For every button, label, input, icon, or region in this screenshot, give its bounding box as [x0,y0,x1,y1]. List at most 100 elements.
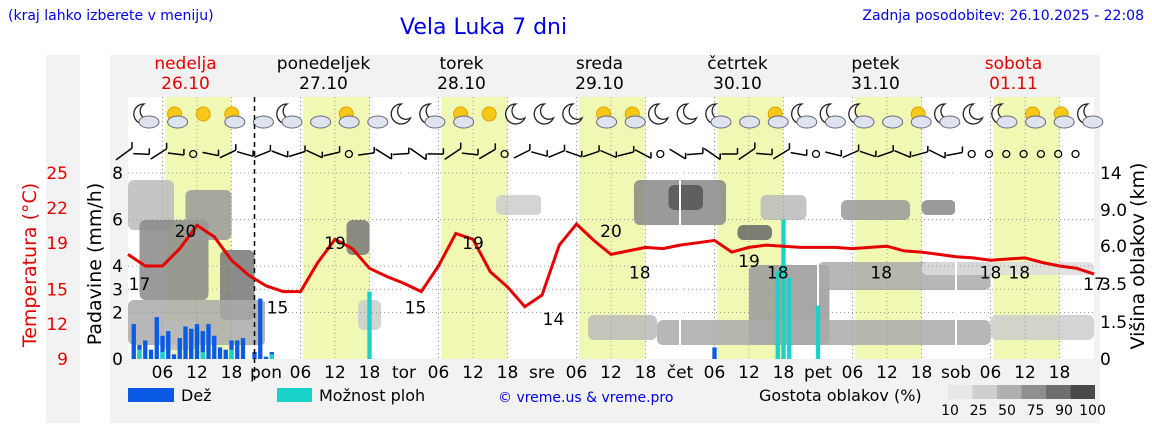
cloud-patch [346,220,370,255]
calm-wind-icon [811,149,821,159]
daylight-band [855,97,922,359]
rain-bar [189,328,194,359]
cloud-legend-label: Gostota oblakov (%) [759,386,922,405]
cloud-icon [767,115,789,129]
moon-icon [562,103,584,125]
day-date: 28.10 [437,74,486,94]
wind-barb-icon [150,148,168,160]
rain-bar [206,324,211,359]
day-date: 31.10 [851,74,900,94]
wind-barb-icon [115,147,133,161]
wind-barb-icon [133,152,150,156]
wind-barb-icon [842,149,859,159]
temperature-tick: 22 [46,199,68,219]
sun-icon [481,106,497,122]
wind-barb-icon [478,148,496,160]
cloud-legend-level: 50 [998,403,1016,419]
grid [128,97,1094,359]
cloud-patch [162,320,197,350]
moon-icon [533,103,555,125]
cloud-icon [310,115,332,129]
cloud-patch [737,225,772,240]
rain-bar [263,356,269,359]
wind-barb-icon [790,151,807,157]
x-tick-label: 12 [1014,363,1036,383]
precipitation-tick: 3 [112,280,123,300]
sun-cloud-icon [1025,106,1047,129]
rain-bar [217,347,223,359]
wind-barb-icon [392,152,409,156]
day-name: ponedeljek [277,54,371,74]
calm-wind-icon [189,149,198,159]
x-tick-label: pon [250,363,282,383]
wind-barb-icon [669,148,686,160]
cloud-patch [760,195,807,220]
moon-icon [676,103,698,125]
day-date: 27.10 [299,74,348,94]
x-tick-label: tor [392,363,416,383]
rain-bar [183,326,188,359]
cloud-icon [710,115,732,129]
temperature-label: 18 [629,263,651,283]
showers-bar [367,291,372,359]
x-tick-label: 06 [290,363,312,383]
moon-icon [562,103,584,125]
wind-barb-icon [409,147,427,161]
x-tick-label: 12 [738,363,760,383]
showers-bar [229,349,234,359]
day-name: četrtek [707,54,768,74]
sun-cloud-icon [338,106,360,129]
cloud-icon [624,115,646,129]
precipitation-tick: 6 [112,211,123,231]
moon-icon [390,103,412,125]
cloud-icon [453,115,475,129]
rain-bar [252,352,257,359]
wind-barb-icon [773,148,790,160]
moon-icon [390,103,412,125]
sun-cloud-icon [1053,106,1075,129]
cloud-icon [167,115,189,129]
calm-wind-icon [1054,149,1063,159]
cloud-legend-level: 10 [941,403,959,419]
moon-cloud-icon [791,103,818,129]
temperature-line [127,221,1095,309]
temperature-label: 18 [1008,263,1030,283]
temperature-label: 19 [462,234,484,254]
rain-bar [258,298,263,359]
calm-wind-icon [1036,149,1046,159]
credit-link[interactable]: © vreme.us & vreme.pro [498,390,673,406]
rain-bar [177,338,182,359]
x-tick-label: 18 [635,363,657,383]
cloud-height-tick: 3.5 [1100,275,1127,295]
moon-cloud-icon [705,103,732,129]
x-tick-label: 18 [1049,363,1071,383]
left-panel-bg [46,55,80,423]
location-menu-hint[interactable]: (kraj lahko izberete v meniju) [8,8,214,24]
cloud-icon [367,115,389,129]
showers-bar [775,270,780,359]
temperature-label: 17 [1083,275,1105,295]
moon-icon [533,103,555,125]
calm-wind-icon [984,149,994,159]
x-tick-labels: 06 12 18 pon 06 12 18 tor 06 12 18 sre 06 12 18 čet 06 12… [152,363,1071,383]
cloud-icon [910,115,932,129]
cloud-legend-swatch [1070,385,1095,399]
day-date: 29.10 [575,74,624,94]
cloud-icon [224,115,246,129]
weather-icons [133,103,1104,129]
x-tick-label: 12 [324,363,346,383]
cloud-legend-swatch [972,385,997,399]
wind-barb-icon [358,152,375,156]
day-name: petek [851,54,899,74]
cloud-legend-level: 75 [1027,403,1045,419]
rain-bar [166,331,171,359]
sun-cloud-icon [767,106,789,129]
cloud-patch [921,200,956,215]
x-tick-label: pet [804,363,832,383]
rain-bar [194,324,200,359]
cloud-patch [657,320,991,345]
wind-barb-icon [756,152,773,156]
legend: Dež Možnost ploh © vreme.us & vreme.pro … [128,385,1106,419]
cloud-icon [739,115,761,129]
